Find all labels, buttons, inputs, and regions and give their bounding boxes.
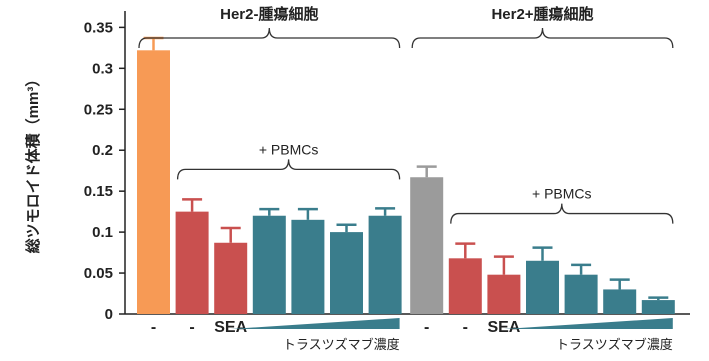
- y-tick-label: 0.35: [84, 19, 113, 36]
- bar: [564, 274, 598, 314]
- y-tick-label: 0.05: [84, 265, 113, 282]
- bar: [487, 274, 521, 314]
- bar: [252, 215, 286, 314]
- group-brace: [411, 27, 674, 49]
- x-category-label: -: [189, 319, 194, 336]
- concentration-label: トラスツズマブ濃度: [556, 337, 673, 352]
- bar: [641, 300, 675, 314]
- bar: [330, 232, 363, 314]
- annotations: - - SEA - - SEA Her2-腫瘍細胞 Her2+腫瘍細胞 + PBMCs + PBM…: [138, 5, 674, 352]
- bar: [137, 50, 170, 315]
- y-tick-label: 0.1: [92, 224, 113, 241]
- y-tick-label: 0.25: [84, 101, 113, 118]
- x-category-label: -: [151, 319, 156, 336]
- y-axis-label: 総ツモロイド体積（mm³）: [24, 72, 42, 254]
- bar: [603, 289, 637, 314]
- pbmc-brace: [450, 203, 674, 224]
- concentration-label: トラスツズマブ濃度: [283, 337, 400, 352]
- axes: 0 0.05 0.1 0.15 0.2 0.25 0.3 0.35 総ツモロイド体積（mm³）: [24, 11, 690, 323]
- bar: [410, 177, 444, 314]
- x-category-label: -: [463, 319, 468, 336]
- bar: [291, 219, 325, 314]
- pbmc-brace: [176, 159, 401, 180]
- concentration-wedge: [230, 318, 400, 329]
- bar: [526, 260, 559, 314]
- y-tick-label: 0.15: [84, 183, 113, 200]
- concentration-wedge: [504, 318, 673, 329]
- group-label: Her2+腫瘍細胞: [491, 5, 593, 23]
- group-brace: [138, 27, 401, 49]
- bar: [214, 242, 248, 314]
- bar: [368, 215, 402, 314]
- y-tick-label: 0.2: [92, 142, 113, 159]
- bars: [137, 36, 675, 315]
- x-category-label: SEA: [487, 319, 520, 336]
- y-tick-label: 0.3: [92, 60, 113, 77]
- y-tick-label: 0: [105, 306, 113, 323]
- group-label: Her2-腫瘍細胞: [220, 5, 318, 23]
- x-category-label: -: [424, 319, 429, 336]
- bar: [448, 258, 482, 314]
- x-category-label: SEA: [214, 319, 247, 336]
- pbmc-label: + PBMCs: [259, 141, 319, 157]
- bar: [175, 211, 209, 314]
- pbmc-label: + PBMCs: [532, 186, 592, 202]
